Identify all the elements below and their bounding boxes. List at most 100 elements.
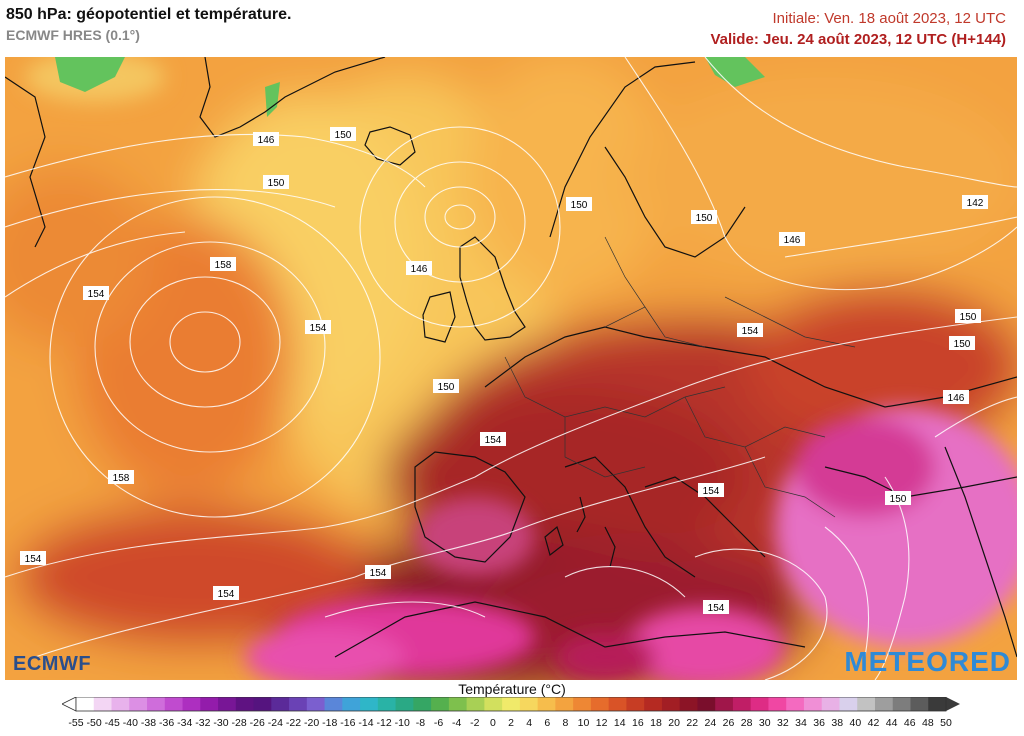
legend-tick-label: -2 [470,717,479,729]
svg-text:154: 154 [708,603,725,614]
svg-text:150: 150 [335,130,352,141]
legend-tick-label: -26 [250,717,265,729]
legend-tick-label: -38 [141,717,156,729]
legend-tick-label: 2 [508,717,514,729]
legend-tick-label: -10 [395,717,410,729]
legend-tick-label: 34 [795,717,807,729]
legend-swatch [555,697,574,711]
legend-tick-label: -12 [377,717,392,729]
legend-swatch [697,697,716,711]
legend-swatch [218,697,237,711]
legend-tick-label: -22 [286,717,301,729]
legend-ticks: -55 -50 -45 -40 -38 -36 -34 -32 -30 -28 -26 -24 -22-… [68,717,952,729]
svg-text:146: 146 [948,393,965,404]
legend-swatch [129,697,148,711]
map-title: 850 hPa: géopotentiel et température. [6,6,292,23]
legend-tick-label: 46 [904,717,916,729]
legend-tick-label: 26 [723,717,735,729]
svg-text:150: 150 [696,213,713,224]
svg-text:150: 150 [268,178,285,189]
legend-swatch [573,697,592,711]
contour-label: 154 [480,432,506,446]
contour-label: 150 [330,127,356,141]
legend-tick-label: 0 [490,717,496,729]
legend-swatch [502,697,521,711]
legend-swatch [803,697,823,711]
legend-swatch [289,697,308,711]
contour-label: 146 [779,232,805,246]
legend-swatch [768,697,787,711]
contour-label: 142 [962,195,988,209]
legend-swatch [679,697,698,711]
contour-label: 154 [703,600,729,614]
legend-tick-label: -16 [340,717,355,729]
legend-tick-label: 42 [868,717,880,729]
contour-label: 146 [253,132,279,146]
legend-swatch [626,697,645,711]
svg-text:142: 142 [967,198,984,209]
legend-swatch [147,697,166,711]
legend-swatch [519,697,539,711]
svg-text:158: 158 [215,260,232,271]
legend-tick-label: 50 [940,717,952,729]
svg-text:154: 154 [703,486,720,497]
legend-swatch [324,697,343,711]
legend-swatches [62,697,960,712]
svg-text:154: 154 [370,568,387,579]
contour-label: 150 [955,309,981,323]
legend-swatch [732,697,752,711]
contour-label: 150 [433,379,459,393]
legend-tick-label: -6 [434,717,443,729]
legend-arrow-high [946,697,960,711]
contour-label: 154 [20,551,46,565]
legend-swatch [892,697,911,711]
legend-tick-label: -4 [452,717,461,729]
legend-swatch [395,697,414,711]
legend-swatch [928,697,947,711]
legend-swatch [608,697,627,711]
legend-swatch [448,697,468,711]
legend-tick-label: -50 [87,717,102,729]
model-name: ECMWF HRES (0.1°) [6,27,140,43]
svg-text:150: 150 [571,200,588,211]
ecmwf-logo: ECMWF [13,653,91,676]
legend-tick-label: -8 [416,717,425,729]
legend-swatch [306,697,326,711]
svg-text:146: 146 [411,264,428,275]
legend-tick-label: 28 [741,717,753,729]
map-canvas: 146 150 150 158 154 154 146 150 154 158 … [5,57,1017,680]
legend-swatch [235,697,255,711]
contour-label: 150 [691,210,717,224]
meteored-logo-text: METEORED [844,646,1011,677]
legend-tick-label: -28 [232,717,247,729]
header-right: Initiale: Ven. 18 août 2023, 12 UTC Vali… [710,8,1006,50]
legend-swatch [821,697,840,711]
legend-tick-label: -36 [159,717,174,729]
weather-map[interactable]: 146 150 150 158 154 154 146 150 154 158 … [5,57,1017,680]
legend-tick-label: 16 [632,717,644,729]
legend-swatch [200,697,219,711]
contour-label: 154 [213,586,239,600]
legend-swatch [76,697,95,711]
green-patches [55,57,765,117]
legend-swatch [93,697,113,711]
legend-title: Température (°C) [458,681,566,697]
contour-label: 154 [737,323,763,337]
header-left: 850 hPa: géopotentiel et température. EC… [6,5,526,45]
legend-tick-label: -14 [358,717,373,729]
contour-label: 150 [263,175,289,189]
legend-swatch [839,697,858,711]
legend-tick-label: 38 [831,717,843,729]
legend-tick-label: 6 [544,717,550,729]
contour-label: 154 [83,286,109,300]
legend-tick-label: 20 [668,717,680,729]
legend-swatch [271,697,290,711]
legend-tick-label: -55 [68,717,83,729]
legend-tick-label: 24 [705,717,717,729]
legend-swatch [413,697,432,711]
contour-label: 150 [885,491,911,505]
legend-tick-label: -45 [105,717,120,729]
contour-label: 150 [566,197,592,211]
svg-text:154: 154 [742,326,759,337]
legend-tick-label: -40 [123,717,138,729]
